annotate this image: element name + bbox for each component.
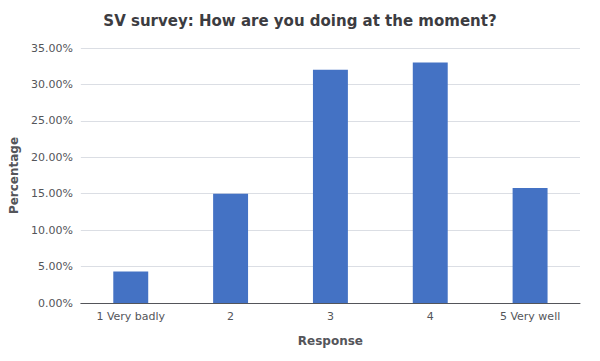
svg-text:5 Very well: 5 Very well bbox=[500, 310, 560, 323]
svg-text:3: 3 bbox=[327, 310, 334, 323]
svg-text:Percentage: Percentage bbox=[7, 137, 21, 214]
svg-text:25.00%: 25.00% bbox=[31, 114, 73, 127]
svg-text:15.00%: 15.00% bbox=[31, 187, 73, 200]
svg-text:20.00%: 20.00% bbox=[31, 151, 73, 164]
svg-text:Response: Response bbox=[298, 334, 363, 348]
svg-text:10.00%: 10.00% bbox=[31, 224, 73, 237]
svg-text:30.00%: 30.00% bbox=[31, 78, 73, 91]
svg-text:4: 4 bbox=[427, 310, 434, 323]
svg-text:5.00%: 5.00% bbox=[38, 260, 73, 273]
svg-text:2: 2 bbox=[227, 310, 234, 323]
svg-text:0.00%: 0.00% bbox=[38, 297, 73, 310]
svg-text:1 Very badly: 1 Very badly bbox=[96, 310, 165, 323]
svg-text:SV survey: How are you doing a: SV survey: How are you doing at the mome… bbox=[103, 12, 496, 30]
svg-text:35.00%: 35.00% bbox=[31, 42, 73, 55]
